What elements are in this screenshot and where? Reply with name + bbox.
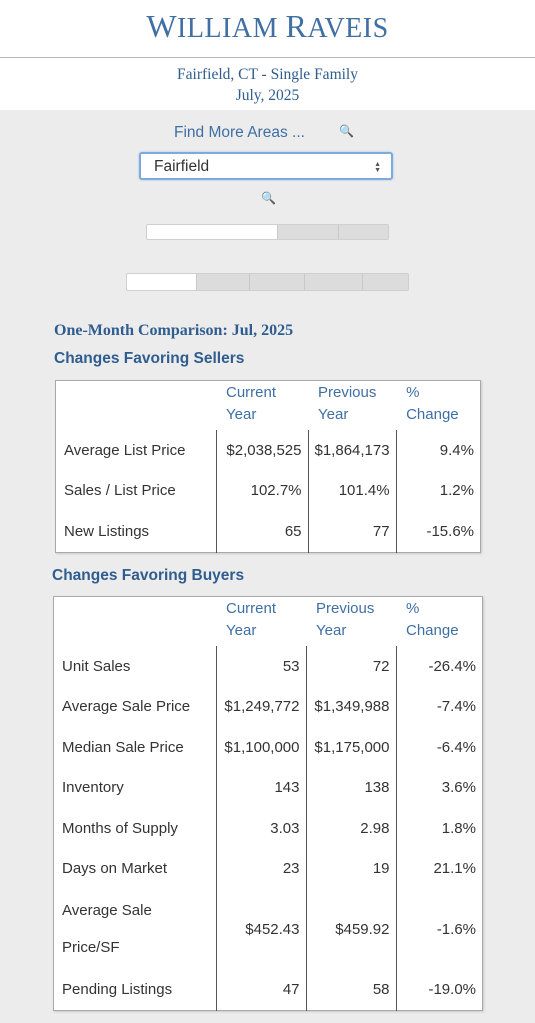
comparison-title: One-Month Comparison: Jul, 2025 — [54, 322, 294, 339]
previous-value: $1,349,988 — [306, 686, 397, 727]
period-toggle — [126, 273, 409, 291]
change-value: 21.1% — [433, 860, 476, 878]
report-month: July, 2025 — [235, 87, 300, 104]
sellers-table: Current Year Previous Year % Change Aver… — [55, 380, 481, 553]
toggle-segment[interactable] — [127, 274, 197, 290]
current-value: 65 — [215, 511, 309, 552]
toggle-segment[interactable] — [277, 225, 340, 239]
table-row: Inventory 143 138 3.6% — [54, 767, 483, 808]
row-label: Days on Market — [62, 860, 168, 878]
table-row: Sales / List Price 102.7% 101.4% 1.2% — [56, 470, 481, 511]
current-value: 47 — [215, 969, 307, 1010]
header-blank — [56, 381, 217, 431]
change-value: -19.0% — [428, 980, 476, 998]
select-arrows-icon: ▲ ▼ — [374, 161, 381, 174]
previous-value: 101.4% — [308, 470, 397, 511]
search-icon[interactable]: 🔍 — [261, 191, 276, 205]
header-blank — [54, 597, 217, 647]
col-current-year: Current Year — [226, 384, 277, 423]
change-value: -6.4% — [436, 738, 476, 756]
col-current-year: Current Year — [226, 600, 277, 639]
previous-value: 72 — [306, 646, 397, 687]
table-row: Average Sale Price/SF $452.43 $459.92 -1… — [54, 889, 483, 969]
buyers-section-title: Changes Favoring Buyers — [52, 567, 245, 584]
col-previous-year: Previous Year — [316, 600, 375, 639]
current-value: 53 — [215, 646, 307, 687]
previous-value: $459.92 — [306, 889, 397, 969]
row-label: Median Sale Price — [62, 738, 184, 756]
table-row: Average Sale Price $1,249,772 $1,349,988… — [54, 686, 483, 727]
toggle-segment[interactable] — [196, 274, 251, 290]
table-row: Days on Market 23 19 21.1% — [54, 848, 483, 889]
report-subheader: Fairfield, CT - Single Family July, 2025 — [0, 58, 535, 110]
col-percent-change: % Change — [406, 384, 459, 423]
previous-value: 19 — [306, 848, 397, 889]
table-row: Average List Price $2,038,525 $1,864,173… — [56, 430, 481, 471]
previous-value: $1,864,173 — [308, 430, 397, 471]
table-row: Pending Listings 47 58 -19.0% — [54, 969, 483, 1010]
area-select-value: Fairfield — [154, 158, 210, 175]
toggle-segment[interactable] — [147, 225, 278, 239]
property-type-toggle — [146, 224, 389, 240]
col-previous-year: Previous Year — [318, 384, 377, 423]
area-select[interactable]: Fairfield ▲ ▼ — [139, 152, 393, 180]
site-header: WILLIAM RAVEIS — [0, 0, 535, 58]
row-label: Sales / List Price — [64, 482, 176, 500]
current-value: 102.7% — [215, 470, 309, 511]
change-value: -1.6% — [436, 920, 476, 938]
row-label: Inventory — [62, 779, 124, 797]
change-value: 3.6% — [441, 779, 476, 797]
col-percent-change: % Change — [406, 600, 459, 639]
toggle-segment[interactable] — [304, 274, 364, 290]
current-value: 23 — [215, 848, 307, 889]
current-value: $452.43 — [215, 889, 307, 969]
row-label: Pending Listings — [62, 980, 173, 998]
row-label: Average Sale Price/SF — [62, 902, 152, 956]
previous-value: 58 — [306, 969, 397, 1010]
previous-value: 77 — [308, 511, 397, 552]
current-value: $1,100,000 — [215, 727, 307, 768]
row-label: Average List Price — [64, 441, 186, 459]
toggle-segment[interactable] — [250, 274, 305, 290]
change-value: -26.4% — [428, 657, 476, 675]
search-icon[interactable]: 🔍 — [339, 124, 354, 138]
change-value: 9.4% — [439, 441, 474, 459]
row-label: Months of Supply — [62, 819, 178, 837]
william-raveis-logo[interactable]: WILLIAM RAVEIS — [146, 8, 389, 44]
toggle-segment[interactable] — [339, 225, 388, 239]
find-more-areas-row: Find More Areas ... 🔍 — [0, 122, 535, 144]
row-label: Average Sale Price — [62, 698, 191, 716]
change-value: 1.8% — [441, 819, 476, 837]
current-value: $1,249,772 — [215, 686, 307, 727]
previous-value: 2.98 — [306, 808, 397, 849]
row-label: Unit Sales — [62, 657, 131, 675]
table-row: Median Sale Price $1,100,000 $1,175,000 … — [54, 727, 483, 768]
change-value: -15.6% — [426, 522, 474, 540]
table-row: New Listings 65 77 -15.6% — [56, 511, 481, 552]
report-area-title: Fairfield, CT - Single Family — [177, 66, 358, 83]
table-row: Months of Supply 3.03 2.98 1.8% — [54, 808, 483, 849]
current-value: 143 — [215, 767, 307, 808]
current-value: 3.03 — [215, 808, 307, 849]
change-value: -7.4% — [436, 698, 476, 716]
change-value: 1.2% — [439, 482, 474, 500]
row-label: New Listings — [64, 522, 150, 540]
buyers-table: Current Year Previous Year % Change Unit… — [53, 596, 483, 1011]
current-value: $2,038,525 — [215, 430, 309, 471]
find-more-areas-link[interactable]: Find More Areas ... — [174, 124, 305, 141]
sellers-section-title: Changes Favoring Sellers — [54, 350, 245, 367]
table-row: Unit Sales 53 72 -26.4% — [54, 646, 483, 687]
previous-value: $1,175,000 — [306, 727, 397, 768]
previous-value: 138 — [306, 767, 397, 808]
toggle-segment[interactable] — [363, 274, 408, 290]
